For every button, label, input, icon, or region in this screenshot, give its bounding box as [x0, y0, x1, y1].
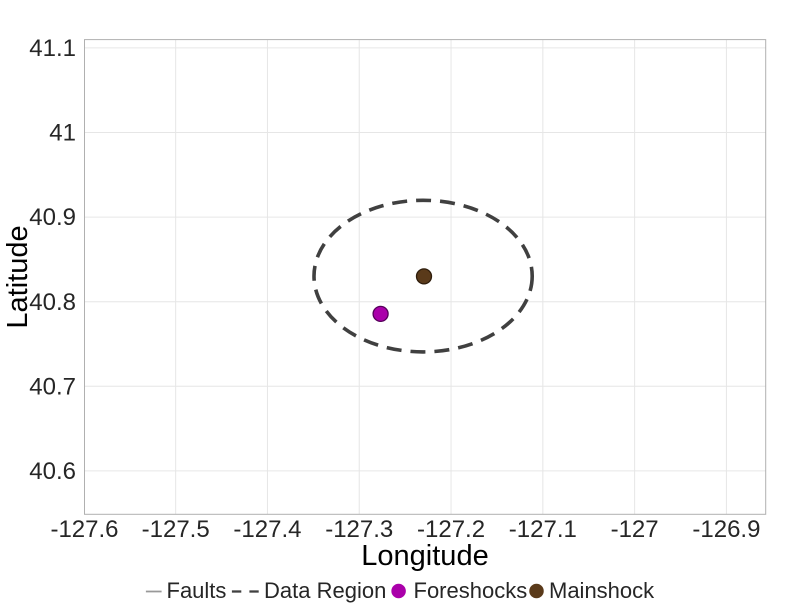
svg-text:-127.1: -127.1	[509, 516, 577, 543]
svg-text:Foreshocks: Foreshocks	[414, 578, 528, 603]
svg-text:Latitude: Latitude	[2, 225, 34, 328]
svg-text:41: 41	[49, 120, 76, 147]
svg-text:-127.6: -127.6	[50, 516, 118, 543]
svg-text:-127.2: -127.2	[417, 516, 485, 543]
svg-text:Faults: Faults	[167, 578, 227, 603]
svg-text:Data Region: Data Region	[264, 578, 386, 603]
svg-text:41.1: 41.1	[29, 35, 76, 62]
svg-text:-126.9: -126.9	[692, 516, 760, 543]
svg-text:40.6: 40.6	[29, 458, 76, 485]
svg-text:Mainshock: Mainshock	[549, 578, 655, 603]
svg-text:-127.4: -127.4	[233, 516, 301, 543]
svg-text:40.7: 40.7	[29, 373, 76, 400]
svg-text:-127: -127	[611, 516, 659, 543]
svg-text:-127.3: -127.3	[325, 516, 393, 543]
svg-text:40.8: 40.8	[29, 289, 76, 316]
svg-text:40.9: 40.9	[29, 204, 76, 231]
svg-text:Longitude: Longitude	[361, 540, 488, 572]
svg-text:-127.5: -127.5	[142, 516, 210, 543]
